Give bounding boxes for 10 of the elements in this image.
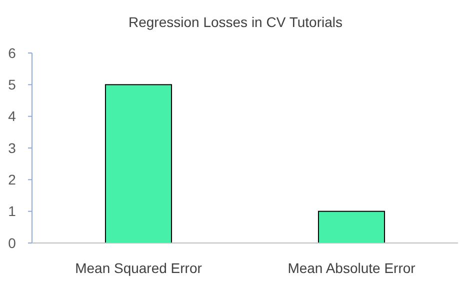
y-tick-label: 2 bbox=[8, 172, 16, 188]
x-tick-label: Mean Squared Error bbox=[75, 260, 202, 276]
y-tick-label: 3 bbox=[8, 140, 16, 156]
y-tick-label: 6 bbox=[8, 44, 16, 61]
y-tick-label: 0 bbox=[8, 234, 16, 251]
y-tick-label: 5 bbox=[8, 76, 16, 93]
y-tick-label: 4 bbox=[8, 108, 16, 124]
x-tick-label: Mean Absolute Error bbox=[288, 260, 416, 276]
chart-title: Regression Losses in CV Tutorials bbox=[128, 14, 342, 30]
y-tick-label: 1 bbox=[8, 203, 16, 220]
